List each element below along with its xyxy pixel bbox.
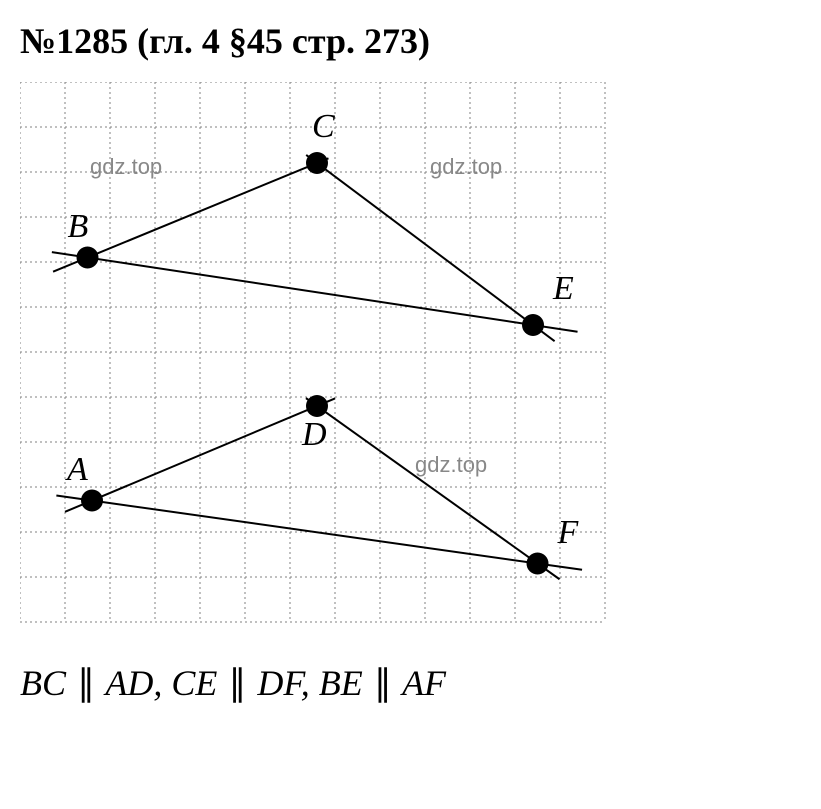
page-title: №1285 (гл. 4 §45 стр. 273) <box>20 20 801 62</box>
point-label-B: B <box>68 208 89 246</box>
watermark: gdz.top <box>415 452 487 478</box>
point-label-E: E <box>553 270 574 308</box>
watermark: gdz.top <box>430 154 502 180</box>
point-label-A: A <box>67 451 88 489</box>
point-label-D: D <box>302 416 327 454</box>
watermark: gdz.top <box>90 154 162 180</box>
geometry-diagram: B C E A D Fgdz.top gdz.top gdz.top <box>20 82 615 632</box>
result-text: BC ∥ AD, CE ∥ DF, BE ∥ AF <box>20 662 801 704</box>
point-label-F: F <box>558 514 579 552</box>
point-label-C: C <box>312 108 335 146</box>
